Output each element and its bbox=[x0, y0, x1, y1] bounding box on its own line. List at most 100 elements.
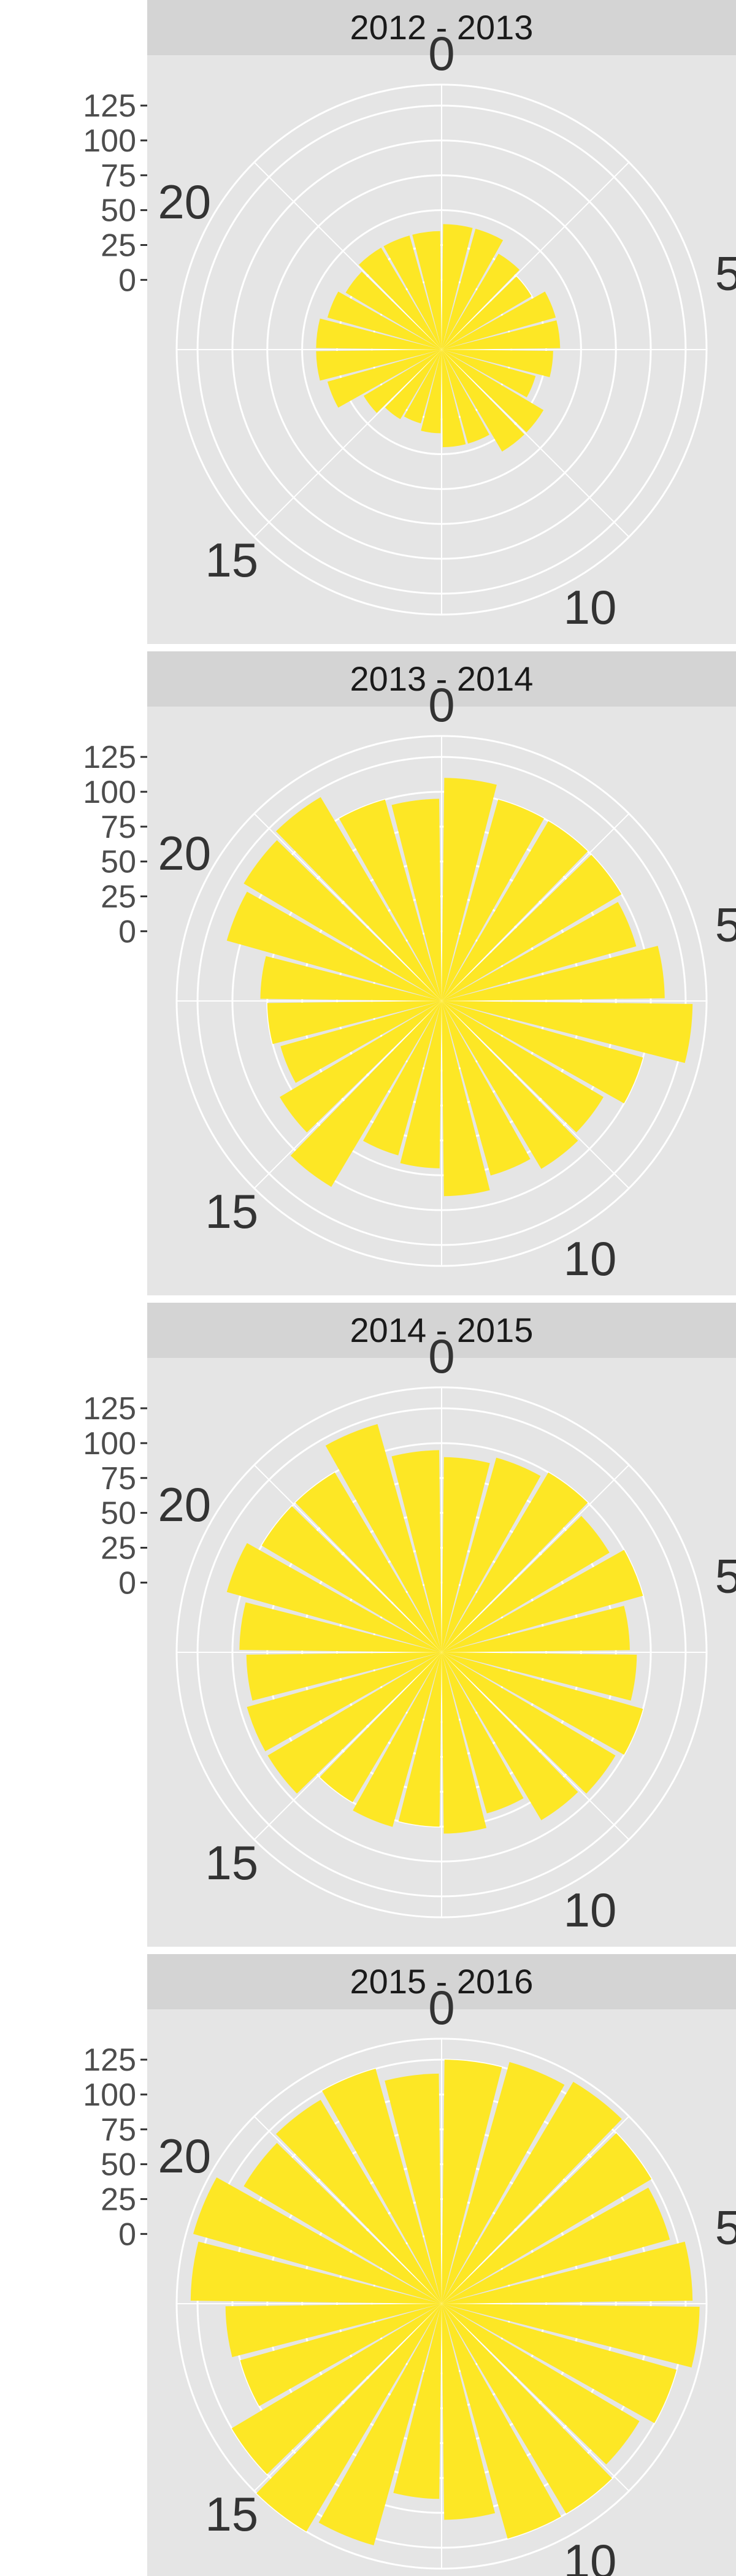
angle-label: 20 bbox=[158, 2129, 211, 2183]
r-axis-tick-label: 25 bbox=[101, 228, 136, 263]
bar-hour-9 bbox=[442, 2304, 612, 2514]
angle-gridline bbox=[253, 2115, 442, 2304]
r-axis-tick-label: 50 bbox=[101, 2147, 136, 2183]
r-axis-tick-label: 0 bbox=[118, 263, 136, 298]
radial-gridline bbox=[335, 1546, 548, 1758]
bar-hour-17 bbox=[316, 350, 442, 381]
bar-hour-3 bbox=[442, 1516, 610, 1652]
bar-hour-10 bbox=[442, 2304, 561, 2539]
angle-gridline bbox=[441, 1652, 630, 1841]
bar-hour-0 bbox=[442, 1457, 490, 1652]
bar-hour-2 bbox=[442, 253, 520, 350]
bar-hour-16 bbox=[247, 1652, 442, 1752]
bar-hour-17 bbox=[246, 1652, 442, 1701]
bar-hour-16 bbox=[280, 1001, 442, 1083]
r-axis-tick-label: 0 bbox=[118, 914, 136, 949]
bar-hour-23 bbox=[412, 231, 442, 350]
angle-gridline bbox=[441, 2115, 630, 2304]
angle-label: 10 bbox=[564, 1232, 617, 1286]
bar-hour-8 bbox=[442, 1001, 604, 1133]
bar-hour-15 bbox=[267, 1652, 442, 1794]
bar-hour-21 bbox=[275, 797, 442, 1001]
bar-hour-14 bbox=[290, 1001, 442, 1187]
r-axis-tick-label: 75 bbox=[101, 810, 136, 845]
angle-label: 5 bbox=[715, 1549, 736, 1603]
bar-hour-11 bbox=[442, 1652, 487, 1834]
facet-strip bbox=[147, 1954, 736, 2009]
facet-strip bbox=[147, 0, 736, 55]
radial-gridline bbox=[231, 791, 652, 1211]
r-axis-tick-label: 50 bbox=[101, 845, 136, 880]
angle-label: 15 bbox=[205, 1836, 258, 1890]
r-axis-tick-label: 75 bbox=[101, 158, 136, 194]
outer-ring bbox=[175, 2037, 708, 2570]
bar-hour-22 bbox=[339, 799, 442, 1001]
r-axis-tick-label: 25 bbox=[101, 879, 136, 914]
bar-hour-3 bbox=[442, 2133, 652, 2304]
angle-label: 0 bbox=[428, 1329, 454, 1383]
outer-ring bbox=[175, 735, 708, 1267]
angle-gridline bbox=[253, 349, 442, 538]
bar-hour-4 bbox=[442, 1550, 643, 1652]
bar-hour-2 bbox=[442, 2082, 622, 2304]
angle-label: 15 bbox=[205, 533, 258, 587]
outer-ring bbox=[175, 83, 708, 616]
r-axis-tick-label: 25 bbox=[101, 1530, 136, 1566]
bar-hour-7 bbox=[442, 1001, 643, 1103]
bar-hour-11 bbox=[442, 2304, 496, 2520]
angle-label: 20 bbox=[158, 175, 211, 229]
r-axis-tick-label: 125 bbox=[83, 2042, 136, 2078]
angle-gridline bbox=[441, 813, 630, 1002]
bar-hour-3 bbox=[442, 854, 622, 1001]
bar-hour-2 bbox=[442, 1472, 588, 1652]
bar-hour-10 bbox=[442, 1652, 524, 1814]
bar-hour-22 bbox=[325, 1424, 442, 1652]
bar-hour-10 bbox=[442, 350, 489, 444]
bar-hour-6 bbox=[442, 350, 553, 377]
bar-hour-15 bbox=[280, 1001, 442, 1133]
r-axis-tick-label: 50 bbox=[101, 1496, 136, 1531]
angle-gridline bbox=[253, 1000, 442, 1189]
bar-hour-9 bbox=[442, 1652, 578, 1820]
bar-hour-11 bbox=[442, 1001, 490, 1197]
radial-gridline bbox=[301, 209, 582, 490]
facet-strip-label: 2015 - 2016 bbox=[350, 1962, 534, 2001]
bar-hour-13 bbox=[362, 1001, 442, 1156]
radial-gridline bbox=[335, 895, 548, 1107]
angle-gridline bbox=[253, 1652, 442, 1841]
bar-hour-22 bbox=[383, 235, 442, 350]
bar-hour-4 bbox=[442, 2187, 670, 2304]
radial-gridline bbox=[370, 278, 513, 421]
radial-gridline bbox=[266, 826, 617, 1176]
bar-hour-2 bbox=[442, 821, 588, 1001]
bar-hour-18 bbox=[260, 956, 442, 1001]
bar-hour-7 bbox=[442, 2304, 677, 2423]
facet-strip bbox=[147, 1303, 736, 1358]
bar-hour-20 bbox=[243, 2142, 442, 2304]
radial-gridline bbox=[370, 2233, 513, 2375]
bar-hour-0 bbox=[442, 224, 473, 350]
bar-hour-21 bbox=[275, 2099, 442, 2304]
bar-hour-10 bbox=[442, 1001, 531, 1176]
bar-hour-4 bbox=[442, 902, 637, 1001]
outer-ring bbox=[175, 1386, 708, 1919]
angle-label: 0 bbox=[428, 678, 454, 732]
angle-label: 20 bbox=[158, 826, 211, 880]
bar-hour-18 bbox=[190, 2241, 442, 2304]
bar-hour-17 bbox=[267, 1001, 442, 1045]
radial-gridline bbox=[335, 243, 548, 456]
bar-hour-21 bbox=[358, 247, 442, 350]
r-axis-tick-label: 125 bbox=[83, 88, 136, 124]
facet-strip-label: 2014 - 2015 bbox=[350, 1311, 534, 1349]
bar-hour-0 bbox=[442, 2060, 502, 2304]
radial-gridline bbox=[196, 1407, 687, 1898]
angle-gridline bbox=[253, 2303, 442, 2492]
bar-hour-13 bbox=[318, 2304, 442, 2546]
bar-hour-18 bbox=[239, 1602, 442, 1652]
radial-gridline bbox=[196, 756, 687, 1246]
bar-hour-5 bbox=[442, 320, 561, 350]
bar-hour-14 bbox=[320, 1652, 442, 1803]
bar-hour-20 bbox=[345, 271, 442, 350]
